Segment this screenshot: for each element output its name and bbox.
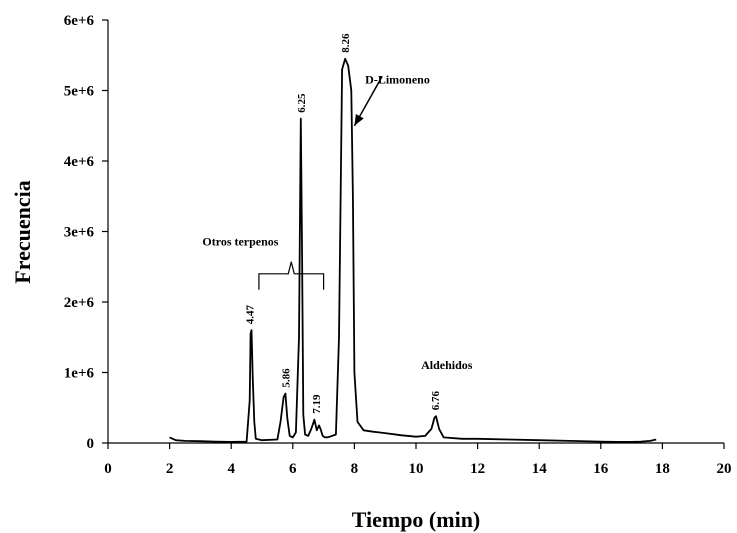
otros-terpenos-brace xyxy=(258,261,325,290)
limoneno-arrow-head xyxy=(354,113,364,126)
x-tick-label: 0 xyxy=(104,461,112,477)
peak-label: 8.26 xyxy=(340,33,352,53)
x-tick-label: 4 xyxy=(227,461,235,477)
annotation-label: Aldehidos xyxy=(421,358,473,372)
y-tick-label: 0 xyxy=(87,436,95,452)
peak-labels: 4.47 5.86 6.25 7.19 8.26 6.76 xyxy=(245,33,442,414)
x-axis-title: Tiempo (min) xyxy=(352,507,481,532)
x-tick-label: 20 xyxy=(717,461,732,477)
peak-label: 6.25 xyxy=(296,93,308,113)
x-tick-label: 2 xyxy=(166,461,174,477)
peak-label: 7.19 xyxy=(311,394,323,414)
x-tick-label: 14 xyxy=(532,461,548,477)
x-tick-label: 6 xyxy=(289,461,297,477)
x-tick-label: 12 xyxy=(470,461,485,477)
peak-label: 6.76 xyxy=(430,390,442,410)
y-tick-label: 2e+6 xyxy=(64,295,95,311)
peak-label: 4.47 xyxy=(245,304,257,324)
x-tick-label: 16 xyxy=(593,461,609,477)
y-axis-title: Frecuencia xyxy=(10,180,35,283)
peak-label: 5.86 xyxy=(280,368,292,388)
annotation-label: D-Limoneno xyxy=(365,72,430,86)
y-tick-label: 4e+6 xyxy=(64,154,95,170)
y-tick-label: 5e+6 xyxy=(64,84,95,100)
x-tick-label: 10 xyxy=(409,461,424,477)
chromatogram-line xyxy=(169,57,657,443)
y-tick-label: 6e+6 xyxy=(64,13,95,29)
y-tick-label: 1e+6 xyxy=(64,366,95,382)
x-ticks: 0 2 4 6 8 10 12 14 16 18 20 xyxy=(104,443,732,477)
annotations: D-Limoneno Otros terpenos Aldehidos xyxy=(202,72,472,372)
x-tick-label: 18 xyxy=(655,461,670,477)
x-tick-label: 8 xyxy=(351,461,359,477)
y-ticks: 0 1e+6 2e+6 3e+6 4e+6 5e+6 6e+6 xyxy=(64,13,108,452)
annotation-label: Otros terpenos xyxy=(202,235,278,249)
y-tick-label: 3e+6 xyxy=(64,225,95,241)
